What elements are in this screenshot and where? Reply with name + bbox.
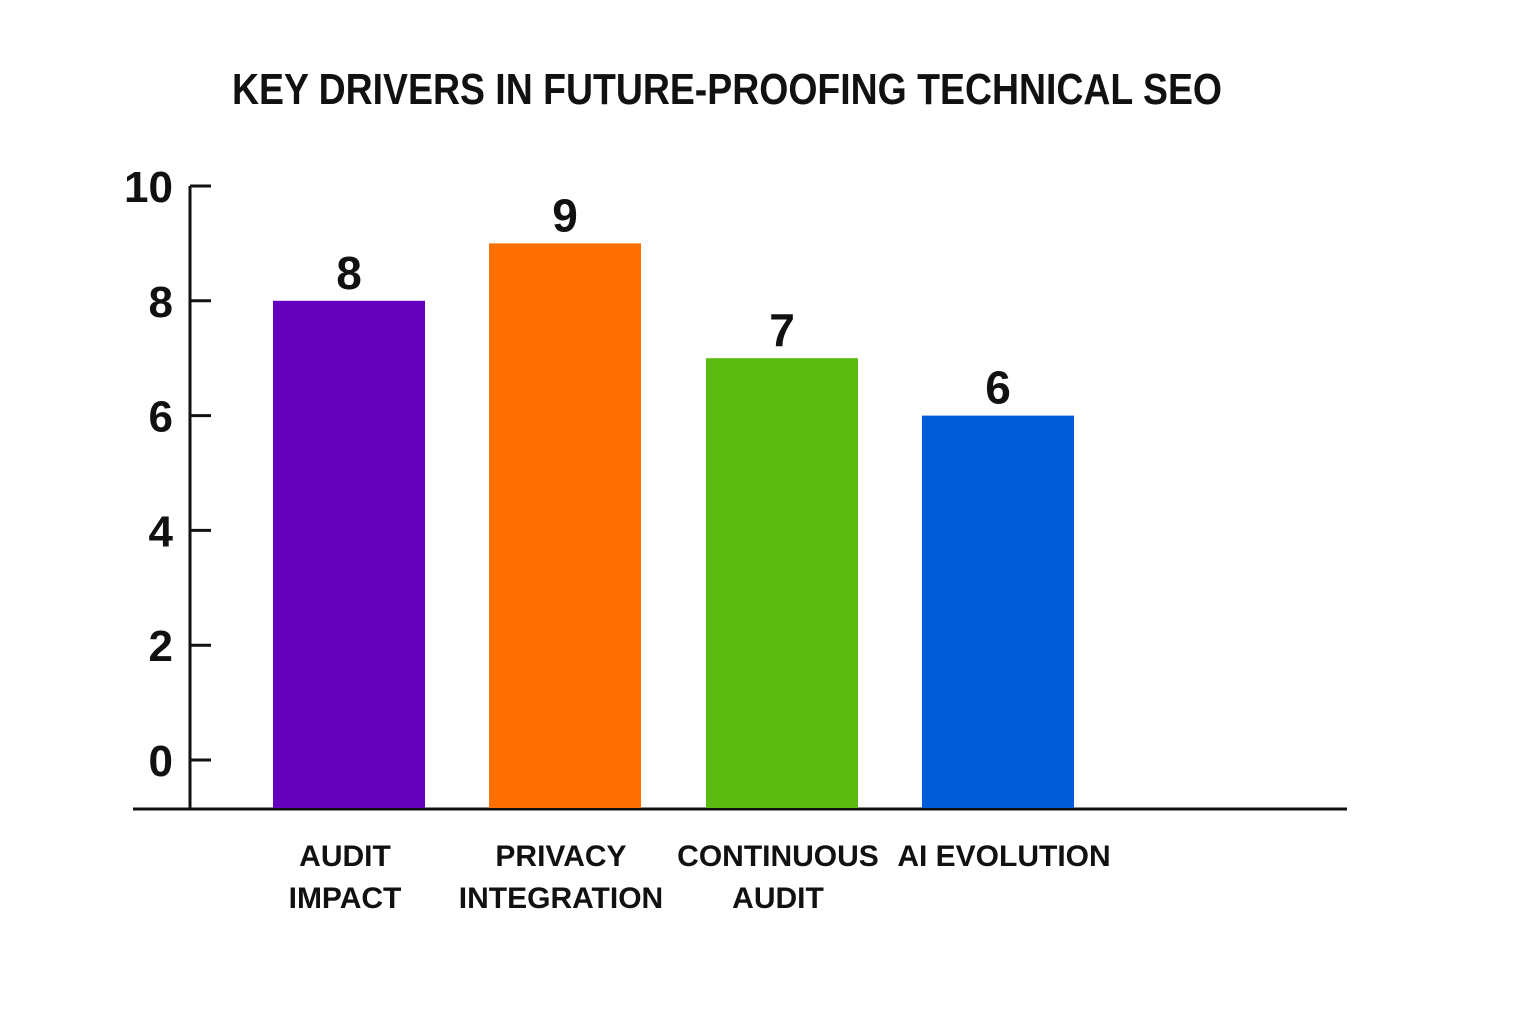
y-tick-label: 0 — [149, 737, 173, 786]
y-tick-label: 6 — [149, 393, 173, 442]
chart-title: KEY DRIVERS IN FUTURE-PROOFING TECHNICAL… — [232, 65, 1222, 114]
x-tick-label-line: AI EVOLUTION — [897, 840, 1110, 873]
data-labels: 8 9 7 6 — [336, 189, 1011, 413]
x-tick-label: AI EVOLUTION — [897, 840, 1110, 873]
x-tick-label-line: IMPACT — [289, 882, 402, 915]
x-tick-label-line: INTEGRATION — [459, 882, 663, 915]
x-tick-labels: AUDIT IMPACT PRIVACY INTEGRATION CONTINUOUS A… — [289, 840, 1111, 915]
y-ticks: 0 2 4 6 8 10 — [124, 163, 211, 786]
x-tick-label: CONTINUOUS AUDIT — [677, 840, 879, 915]
x-tick-label-line: CONTINUOUS — [677, 840, 879, 873]
x-tick-label: PRIVACY INTEGRATION — [459, 840, 663, 915]
bar — [273, 300, 425, 808]
x-tick-label-line: AUDIT — [299, 840, 391, 873]
x-tick-label-line: PRIVACY — [495, 840, 626, 873]
data-label: 8 — [336, 247, 362, 299]
y-tick-label: 8 — [149, 278, 173, 327]
x-tick-label: AUDIT IMPACT — [289, 840, 402, 915]
bar — [922, 415, 1074, 808]
data-label: 7 — [769, 304, 795, 356]
bars — [273, 243, 1074, 808]
data-label: 6 — [985, 362, 1011, 414]
y-tick-label: 2 — [149, 622, 173, 671]
bar — [489, 243, 641, 808]
y-tick-label: 4 — [149, 507, 174, 556]
y-tick-label: 10 — [124, 163, 173, 212]
x-tick-label-line: AUDIT — [732, 882, 824, 915]
bar — [706, 358, 858, 808]
data-label: 9 — [552, 189, 578, 241]
